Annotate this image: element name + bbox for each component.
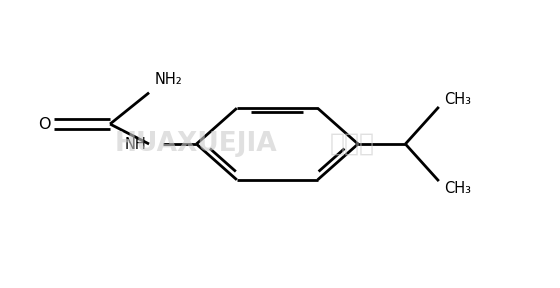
Text: NH₂: NH₂ xyxy=(155,72,183,87)
Text: HUAXUEJIA: HUAXUEJIA xyxy=(115,131,278,157)
Text: NH: NH xyxy=(124,137,146,152)
Text: O: O xyxy=(39,117,51,132)
Text: 化学加: 化学加 xyxy=(330,132,375,156)
Text: CH₃: CH₃ xyxy=(445,92,472,107)
Text: CH₃: CH₃ xyxy=(445,181,472,196)
